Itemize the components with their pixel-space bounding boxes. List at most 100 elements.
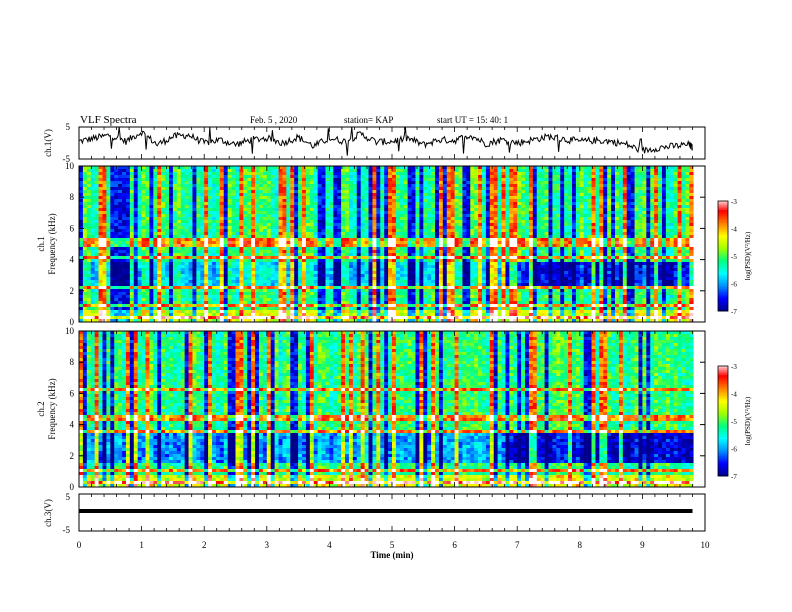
spectrogram-cell — [372, 223, 377, 227]
spectrogram-cell — [478, 193, 483, 197]
spectrogram-cell — [188, 184, 193, 188]
spectrogram-cell — [278, 172, 283, 176]
spectrogram-cell — [298, 187, 303, 191]
spectrogram-cell — [654, 229, 659, 233]
spectrogram-cell — [157, 175, 162, 179]
spectrogram-cell — [204, 181, 209, 185]
spectrogram-cell — [474, 217, 479, 221]
spectrogram-cell — [348, 166, 354, 170]
spectrogram-cell — [525, 253, 530, 257]
spectrogram-cell — [611, 244, 616, 248]
spectrogram-cell — [145, 259, 150, 263]
spectrogram-cell — [493, 193, 498, 197]
spectrogram-cell — [587, 253, 592, 257]
spectrogram-cell — [129, 187, 135, 191]
spectrogram-cell — [161, 205, 166, 209]
spectrogram-cell — [599, 214, 604, 218]
spectrogram-cell — [352, 178, 358, 182]
spectrogram-cell — [79, 181, 84, 185]
spectrogram-cell — [528, 205, 534, 209]
spectrogram-cell — [196, 223, 201, 227]
spectrogram-cell — [79, 241, 84, 245]
spectrogram-cell — [630, 190, 635, 194]
spectrogram-cell — [650, 166, 655, 170]
spectrogram-cell — [419, 244, 424, 248]
spectrogram-cell — [266, 172, 272, 176]
spectrogram-cell — [654, 178, 659, 182]
spectrogram-cell — [356, 235, 361, 239]
spectrogram-cell — [380, 244, 385, 248]
spectrogram-cell — [532, 208, 538, 212]
spectrogram-cell — [243, 226, 248, 230]
spectrogram-cell — [118, 250, 123, 254]
spectrogram-cell — [505, 169, 510, 173]
spectrogram-cell — [399, 253, 405, 257]
spectrogram-cell — [395, 211, 401, 215]
spectrogram-cell — [642, 184, 647, 188]
spectrogram-cell — [685, 199, 690, 203]
spectrogram-cell — [532, 190, 538, 194]
spectrogram-cell — [321, 184, 326, 188]
spectrogram-cell — [427, 181, 432, 185]
spectrogram-cell — [599, 253, 604, 257]
spectrogram-cell — [309, 217, 315, 221]
spectrogram-cell — [345, 193, 350, 197]
spectrogram-cell — [223, 181, 228, 185]
spectrogram-cell — [141, 244, 146, 248]
spectrogram-cell — [118, 211, 123, 215]
spectrogram-cell — [466, 199, 471, 203]
spectrogram-cell — [118, 193, 123, 197]
spectrogram-cell — [231, 259, 236, 263]
spectrogram-cell — [372, 166, 377, 170]
spectrogram-cell — [466, 256, 471, 260]
spectrogram-cell — [368, 184, 373, 188]
spectrogram-cell — [458, 190, 463, 194]
spectrogram-cell — [223, 235, 228, 239]
spectrogram-cell — [513, 199, 518, 203]
spectrogram-cell — [372, 190, 377, 194]
spectrogram-cell — [579, 235, 585, 239]
spectrogram-cell — [82, 217, 88, 221]
spectrogram-cell — [556, 169, 561, 173]
spectrogram-cell — [219, 169, 225, 173]
spectrogram-cell — [309, 256, 315, 260]
spectrogram-cell — [591, 184, 596, 188]
spectrogram-cell — [356, 217, 361, 221]
spectrogram-cell — [583, 244, 588, 248]
spectrogram-cell — [129, 247, 135, 251]
spectrogram-cell — [208, 238, 213, 242]
spectrogram-cell — [352, 166, 358, 170]
spectrogram-cell — [86, 214, 92, 218]
spectrogram-cell — [137, 187, 142, 191]
spectrogram-cell — [618, 202, 624, 206]
spectrogram-cell — [168, 193, 174, 197]
spectrogram-cell — [427, 169, 432, 173]
spectrogram-cell — [145, 166, 150, 170]
spectrogram-cell — [419, 217, 424, 221]
spectrogram-cell — [360, 238, 365, 242]
spectrogram-cell — [607, 217, 612, 221]
spectrogram-cell — [411, 226, 416, 230]
spectrogram-cell — [196, 244, 201, 248]
spectrogram-cell — [403, 193, 408, 197]
spectrogram-cell — [79, 238, 84, 242]
spectrogram-cell — [419, 226, 424, 230]
spectrogram-cell — [587, 214, 592, 218]
spectrogram-cell — [517, 211, 522, 215]
spectrogram-cell — [615, 172, 620, 176]
spectrogram-cell — [583, 181, 588, 185]
spectrogram-cell — [168, 229, 174, 233]
spectrogram-cell — [654, 184, 659, 188]
spectrogram-cell — [575, 169, 581, 173]
spectrogram-cell — [521, 187, 526, 191]
spectrogram-cell — [82, 244, 88, 248]
spectrogram-cell — [298, 247, 303, 251]
spectrogram-cell — [446, 238, 451, 242]
spectrogram-cell — [466, 187, 471, 191]
spectrogram-cell — [212, 232, 217, 236]
spectrogram-cell — [583, 196, 588, 200]
spectrogram-cell — [528, 235, 534, 239]
spectrogram-cell — [540, 253, 545, 257]
spectrogram-cell — [395, 169, 401, 173]
spectrogram-cell — [235, 220, 240, 224]
